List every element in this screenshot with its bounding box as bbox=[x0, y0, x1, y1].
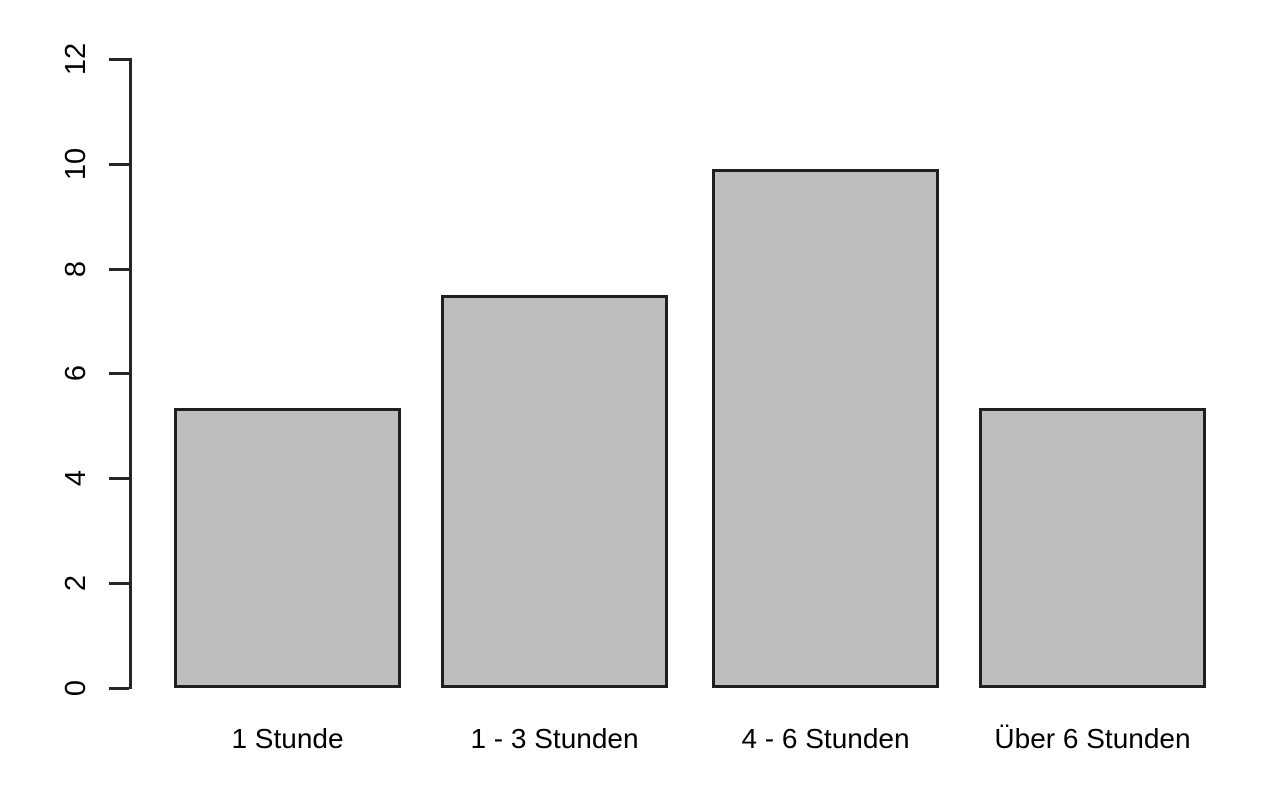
x-tick-label: 1 - 3 Stunden bbox=[470, 723, 639, 754]
y-tick-label: 12 bbox=[59, 42, 92, 76]
y-tick bbox=[109, 477, 129, 481]
y-tick-label: 6 bbox=[59, 365, 92, 382]
x-tick-label: Über 6 Stunden bbox=[994, 723, 1191, 754]
bar-1 bbox=[174, 407, 401, 688]
y-axis-line bbox=[129, 57, 132, 689]
x-tick-label: 1 Stunde bbox=[231, 723, 344, 754]
y-tick bbox=[109, 582, 129, 586]
y-tick bbox=[109, 687, 129, 690]
y-tick-label: 4 bbox=[59, 470, 92, 487]
y-tick-label: 2 bbox=[59, 575, 92, 592]
y-tick bbox=[109, 162, 129, 166]
y-tick bbox=[109, 57, 129, 61]
y-tick bbox=[109, 372, 129, 376]
bar-2 bbox=[441, 294, 668, 688]
y-tick-label: 10 bbox=[59, 147, 92, 180]
y-tick-label: 8 bbox=[59, 260, 92, 277]
y-tick-label: 0 bbox=[59, 679, 92, 697]
bar-4 bbox=[979, 407, 1206, 688]
bar-3 bbox=[712, 169, 939, 688]
x-tick-label: 4 - 6 Stunden bbox=[741, 723, 910, 754]
y-tick bbox=[109, 267, 129, 271]
